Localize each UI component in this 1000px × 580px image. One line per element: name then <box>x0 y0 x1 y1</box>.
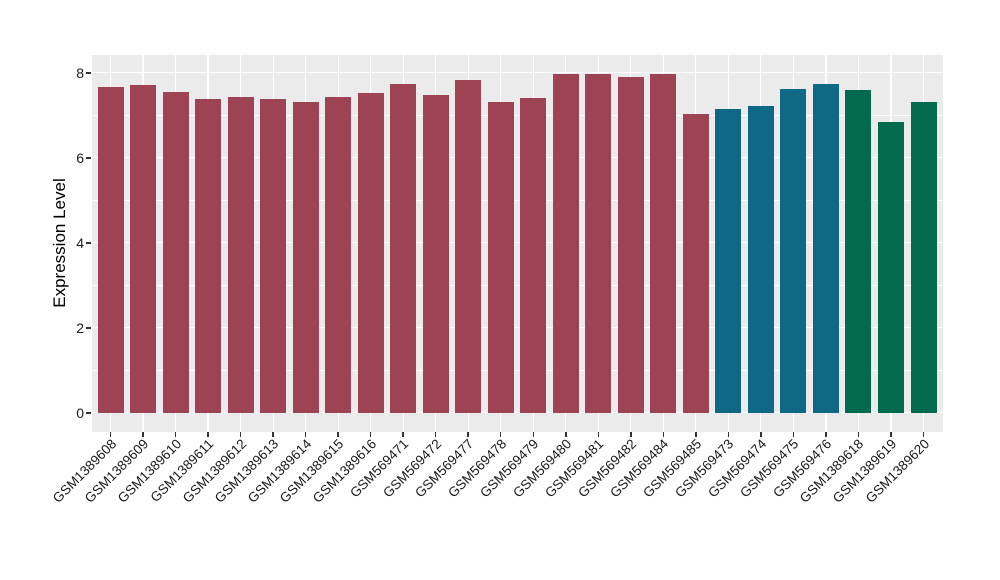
grid-line-minor <box>92 114 943 116</box>
bar-GSM1389619 <box>877 121 904 413</box>
x-tick <box>922 432 925 437</box>
bar-GSM569484 <box>650 73 677 413</box>
x-tick <box>890 432 892 437</box>
x-tick <box>109 432 112 437</box>
bar-GSM569473 <box>715 109 742 413</box>
x-tick <box>142 432 144 437</box>
x-tick <box>565 432 567 437</box>
bar-GSM569480 <box>552 73 579 413</box>
grid-line-major <box>92 326 943 328</box>
bar-GSM569474 <box>747 105 774 413</box>
x-tick <box>499 432 502 437</box>
x-tick <box>825 432 827 437</box>
bar-GSM569471 <box>390 84 417 413</box>
bar-GSM569482 <box>617 76 644 413</box>
bar-GSM1389616 <box>357 92 384 413</box>
x-tick <box>402 432 404 437</box>
x-tick <box>272 432 274 437</box>
bar-GSM569472 <box>422 95 449 413</box>
bar-GSM1389612 <box>227 97 254 413</box>
bar-GSM569485 <box>682 114 709 413</box>
bar-GSM1389613 <box>260 98 287 413</box>
grid-line-minor <box>92 284 943 286</box>
bar-GSM569481 <box>585 73 612 413</box>
bar-GSM1389620 <box>910 101 937 413</box>
y-tick-label: 0 <box>76 405 84 421</box>
grid-line-minor <box>92 199 943 201</box>
grid-line-major <box>92 411 943 413</box>
x-tick <box>857 432 860 437</box>
x-tick <box>239 432 242 437</box>
x-tick <box>467 432 469 437</box>
y-tick-label: 4 <box>76 235 84 251</box>
bar-GSM1389610 <box>162 91 189 413</box>
bar-GSM1389611 <box>195 99 222 413</box>
y-tick-label: 6 <box>76 150 84 166</box>
bar-GSM1389618 <box>845 90 872 413</box>
bar-GSM569478 <box>487 101 514 413</box>
x-tick <box>304 432 307 437</box>
x-tick <box>597 432 600 437</box>
grid-line-major <box>92 241 943 243</box>
bar-GSM569479 <box>520 97 547 413</box>
x-tick <box>434 432 437 437</box>
y-tick <box>86 412 91 414</box>
x-tick <box>174 432 177 437</box>
grid-line-major <box>92 156 943 158</box>
x-tick <box>792 432 795 437</box>
x-tick <box>760 432 762 437</box>
x-tick <box>369 432 372 437</box>
y-tick <box>86 157 91 159</box>
x-tick <box>207 432 209 437</box>
bar-GSM569475 <box>780 89 807 413</box>
y-tick <box>86 242 91 244</box>
x-tick <box>727 432 730 437</box>
bar-GSM1389609 <box>130 85 157 413</box>
grid-line-minor <box>92 369 943 371</box>
x-tick <box>532 432 534 437</box>
y-tick-label: 8 <box>76 65 84 81</box>
x-tick <box>630 432 632 437</box>
bar-GSM1389608 <box>97 87 124 413</box>
x-tick <box>662 432 665 437</box>
bar-GSM1389615 <box>325 96 352 413</box>
bar-GSM1389614 <box>292 102 319 413</box>
y-tick <box>86 72 91 74</box>
x-tick <box>695 432 697 437</box>
plot-panel <box>92 55 943 432</box>
bar-GSM569476 <box>812 84 839 413</box>
y-tick-label: 2 <box>76 320 84 336</box>
x-tick <box>337 432 339 437</box>
bar-GSM569477 <box>455 80 482 413</box>
y-tick <box>86 327 91 329</box>
grid-line-major <box>92 71 943 73</box>
